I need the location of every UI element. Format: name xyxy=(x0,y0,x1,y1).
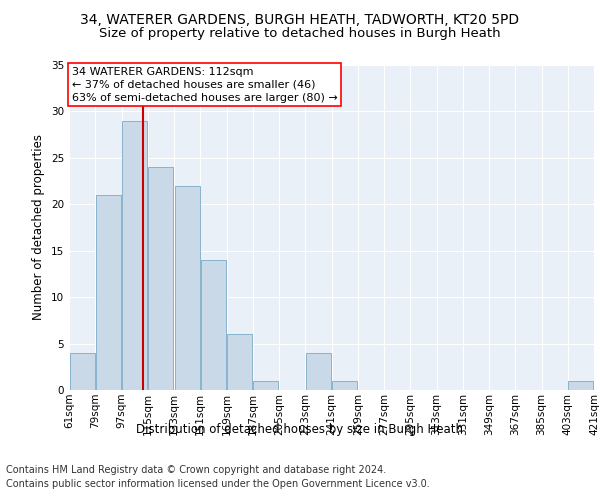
Text: Contains HM Land Registry data © Crown copyright and database right 2024.: Contains HM Land Registry data © Crown c… xyxy=(6,465,386,475)
Bar xyxy=(227,334,252,390)
Bar xyxy=(70,353,95,390)
Bar xyxy=(96,195,121,390)
Bar xyxy=(568,380,593,390)
Bar xyxy=(148,167,173,390)
Bar xyxy=(201,260,226,390)
Bar xyxy=(175,186,200,390)
Bar xyxy=(306,353,331,390)
Text: Contains public sector information licensed under the Open Government Licence v3: Contains public sector information licen… xyxy=(6,479,430,489)
Y-axis label: Number of detached properties: Number of detached properties xyxy=(32,134,46,320)
Text: 34, WATERER GARDENS, BURGH HEATH, TADWORTH, KT20 5PD: 34, WATERER GARDENS, BURGH HEATH, TADWOR… xyxy=(80,12,520,26)
Bar xyxy=(122,120,147,390)
Text: Size of property relative to detached houses in Burgh Heath: Size of property relative to detached ho… xyxy=(99,28,501,40)
Bar xyxy=(253,380,278,390)
Text: Distribution of detached houses by size in Burgh Heath: Distribution of detached houses by size … xyxy=(137,422,464,436)
Text: 34 WATERER GARDENS: 112sqm
← 37% of detached houses are smaller (46)
63% of semi: 34 WATERER GARDENS: 112sqm ← 37% of deta… xyxy=(71,66,337,103)
Bar xyxy=(332,380,357,390)
